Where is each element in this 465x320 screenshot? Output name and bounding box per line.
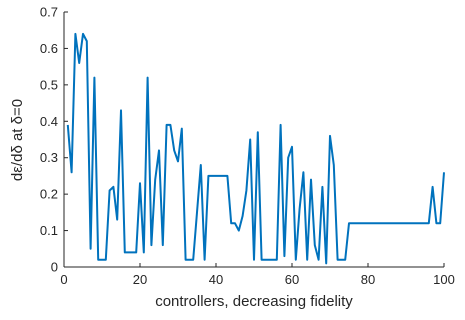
x-tick-label: 100: [433, 272, 455, 287]
x-tick-label: 40: [209, 272, 223, 287]
y-tick-label: 0.3: [40, 150, 58, 165]
y-tick-label: 0: [51, 260, 58, 275]
y-tick-label: 0.2: [40, 187, 58, 202]
y-tick-label: 0.6: [40, 41, 58, 56]
y-tick-label: 0.7: [40, 5, 58, 20]
y-tick-label: 0.5: [40, 77, 58, 92]
x-tick-label: 20: [133, 272, 147, 287]
y-tick-label: 0.4: [40, 114, 58, 129]
series-line: [66, 32, 445, 265]
plot-frame: [63, 12, 444, 268]
y-tick-label: 0.1: [40, 223, 58, 238]
x-tick-label: 80: [361, 272, 375, 287]
x-tick-label: 0: [60, 272, 67, 287]
y-axis-label: dε/dδ at δ=0: [9, 99, 26, 181]
x-axis-label: controllers, decreasing fidelity: [155, 293, 353, 310]
y-ticks: 0 0.1 0.2 0.3 0.4 0.5 0.6 0.7: [40, 5, 68, 275]
x-tick-label: 60: [285, 272, 299, 287]
x-ticks: 0 20 40 60 80 100: [60, 263, 455, 287]
